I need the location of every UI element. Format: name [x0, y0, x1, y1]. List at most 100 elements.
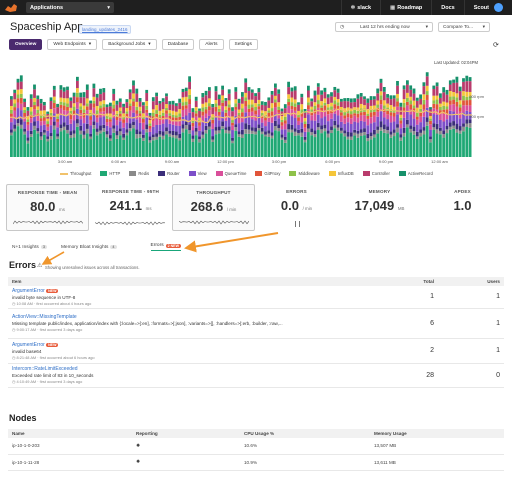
chart-bar-influxdb [224, 106, 228, 110]
chart-bar-controller [244, 82, 248, 93]
legend-item-influxdb[interactable]: InfluxDB [328, 171, 354, 176]
roadmap-link[interactable]: ▦ Roadmap [380, 0, 431, 15]
node-memory: 13,507 MB [370, 438, 504, 455]
chart-bar-http [359, 135, 363, 157]
metric-card-throughput[interactable]: THROUGHPUT 268.6 / min [172, 184, 255, 231]
chart-bar-middleware [138, 110, 142, 114]
chart-bar-activerecord [66, 86, 69, 91]
table-row[interactable]: ip-10-1-0-203 ✹ 10.6% 13,507 MB [8, 438, 504, 455]
legend-item-middleware[interactable]: Middleware [289, 171, 320, 176]
table-row[interactable]: ArgumentError NEW invalid byte sequence i… [8, 286, 504, 309]
legend-item-redis[interactable]: Redis [129, 171, 149, 176]
chart-bar-http [148, 142, 152, 157]
legend-item-throughput[interactable]: Throughput [60, 171, 91, 176]
time-range-dropdown[interactable]: ◷ Last 12 hrs ending now ▾ [335, 22, 433, 32]
docs-link[interactable]: Docs [431, 0, 463, 15]
chart-bar-influxdb [221, 95, 224, 101]
table-row[interactable]: Intercom::RateLimitExceeded Exceeded rate… [8, 363, 504, 388]
table-row[interactable]: ip-10-1-11-28 ✹ 10.9% 13,611 MB [8, 454, 504, 471]
chart-bar-redis [363, 132, 366, 136]
applications-dropdown[interactable]: Applications ▾ [26, 2, 114, 13]
chart-bar-router [168, 130, 172, 134]
legend-item-controller[interactable]: Controller [362, 171, 390, 176]
col-total[interactable]: Total [368, 277, 438, 286]
col-memory[interactable]: Memory Usage [370, 429, 504, 438]
col-users[interactable]: Users [438, 277, 504, 286]
chart-bar-router [208, 122, 211, 127]
chart-bar-http [297, 135, 300, 157]
legend-item-activerecord[interactable]: ActiveRecord [398, 171, 433, 176]
chart-bar-view [323, 116, 327, 125]
tab-database[interactable]: Database [161, 39, 195, 50]
table-row[interactable]: ActionView::MissingTemplate Missing templ… [8, 308, 504, 339]
chart-bar-router [102, 124, 106, 129]
table-row[interactable]: ArgumentError NEW invalid base64 ◷ 8:21:48… [8, 338, 504, 364]
scout-logo-icon[interactable] [0, 0, 22, 15]
compare-dropdown[interactable]: Compare To... ▾ [438, 22, 490, 32]
chart-bar-middleware [82, 109, 86, 113]
chart-bar-router [264, 131, 267, 135]
tab-overview[interactable]: Overview [9, 39, 43, 50]
col-cpu[interactable]: CPU Usage % [240, 429, 370, 438]
metric-card-apdex[interactable]: APDEX 1.0 [421, 184, 504, 231]
performance-chart[interactable]: 3:00 am 6:00 am 9:00 am 12:00 pm 3:00 pm 6:00… [10, 69, 498, 165]
chart-bar-queuetime [208, 110, 211, 116]
tab-n-plus-one-insights[interactable]: N+1 Insights 3 [12, 244, 47, 250]
refresh-icon[interactable]: ⟳ [493, 42, 499, 49]
clock-icon: ◷ [340, 24, 345, 30]
error-name-link[interactable]: Intercom::RateLimitExceeded [12, 366, 78, 372]
error-name-link[interactable]: ArgumentError [12, 287, 45, 294]
chart-bar-http [105, 137, 109, 157]
chart-bar-influxdb [138, 106, 142, 111]
chart-bar-view [274, 114, 277, 121]
col-name[interactable]: Name [8, 429, 132, 438]
metric-card-response-time-95th[interactable]: RESPONSE TIME - 95TH 241.1 ms [89, 184, 172, 231]
chart-bar-router [69, 131, 73, 136]
chart-bar-influxdb [142, 113, 145, 117]
legend-item-router[interactable]: Router [158, 171, 180, 176]
chart-bar-router [270, 132, 274, 136]
chart-bar-gitproxy [346, 113, 350, 118]
tab-web-endpoints[interactable]: Web Endpoints ▾ [47, 39, 98, 50]
chart-bar-view [89, 125, 92, 134]
tab-settings[interactable]: Settings [228, 39, 258, 50]
chart-bar-gitproxy [244, 100, 248, 107]
error-name-link[interactable]: ActionView::MissingTemplate [12, 314, 77, 320]
col-reporting[interactable]: Reporting [132, 429, 240, 438]
chart-bar-controller [260, 104, 264, 111]
legend-swatch [158, 171, 166, 176]
chart-bar-middleware [396, 98, 399, 102]
error-total: 6 [368, 308, 438, 339]
chart-bar-router [379, 121, 383, 128]
metric-sparkline [95, 221, 165, 226]
tab-alerts[interactable]: Alerts [199, 39, 224, 50]
chart-bar-activerecord [82, 92, 86, 98]
tab-memory-bloat-insights[interactable]: Memory Bloat Insights 4 [60, 244, 117, 250]
chart-bar-gitproxy [19, 97, 23, 104]
chart-bar-redis [241, 134, 244, 138]
legend-item-queuetime[interactable]: QueueTime [215, 171, 246, 176]
chart-bar-controller [359, 96, 363, 104]
legend-item-view[interactable]: View [188, 171, 207, 176]
chart-bar-influxdb [254, 103, 257, 108]
chart-bar-controller [10, 99, 13, 106]
error-name-link[interactable]: ArgumentError [12, 341, 45, 348]
tab-background-jobs[interactable]: Background Jobs ▾ [102, 39, 157, 50]
metric-card-errors[interactable]: ERRORS 0.0 / min [255, 184, 338, 231]
chart-bar-controller [16, 82, 20, 90]
deploy-badge[interactable]: landing_updates_2416 [79, 25, 131, 34]
legend-item-gitproxy[interactable]: GitProxy [255, 171, 280, 176]
col-item[interactable]: Item [8, 277, 368, 286]
metric-card-response-time-mean[interactable]: RESPONSE TIME - MEAN 80.0 ms [6, 184, 89, 231]
user-menu[interactable]: Scout [463, 0, 512, 15]
metric-card-memory[interactable]: MEMORY 17,049 MB [338, 184, 421, 231]
chart-bar-gitproxy [422, 104, 426, 110]
chart-bar-influxdb [349, 108, 353, 112]
chart-bar-redis [280, 137, 284, 140]
chart-bar-queuetime [62, 110, 66, 115]
slack-link[interactable]: ✻ slack [340, 0, 380, 15]
error-item-cell: Intercom::RateLimitExceeded Exceeded rate… [8, 363, 368, 388]
chart-bar-gitproxy [76, 97, 79, 103]
tab-errors[interactable]: Errors 2 NEW [150, 243, 181, 251]
legend-item-http[interactable]: HTTP [100, 171, 120, 176]
